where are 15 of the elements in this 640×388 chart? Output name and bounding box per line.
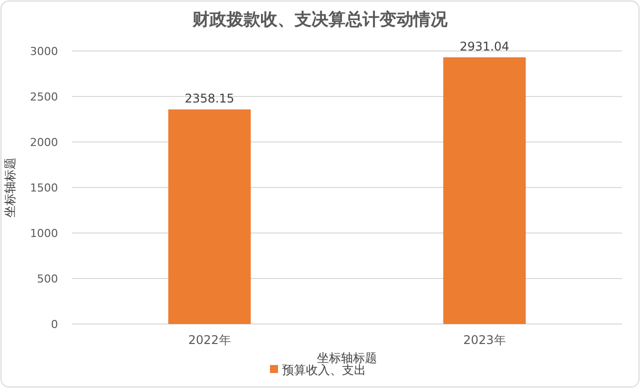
y-tick-label: 1500 — [30, 182, 58, 194]
x-axis-title: 坐标轴标题 — [317, 351, 377, 365]
y-tick-label: 500 — [37, 272, 58, 286]
chart-title: 财政拨款收、支决算总计变动情况 — [192, 10, 448, 30]
x-tick-label: 2022年 — [188, 333, 231, 347]
y-tick-label: 0 — [51, 318, 58, 331]
y-tick-label: 3000 — [30, 45, 58, 58]
y-axis-title: 坐标轴标题 — [3, 158, 17, 218]
y-tick-label: 1000 — [30, 227, 58, 240]
legend-label: 预算收入、支出 — [282, 363, 366, 377]
data-label: 2358.15 — [184, 91, 234, 106]
y-tick-label: 2500 — [30, 90, 58, 104]
data-label: 2931.04 — [460, 39, 510, 54]
x-tick-label: 2023年 — [463, 333, 506, 347]
y-tick-label: 2000 — [30, 136, 58, 149]
